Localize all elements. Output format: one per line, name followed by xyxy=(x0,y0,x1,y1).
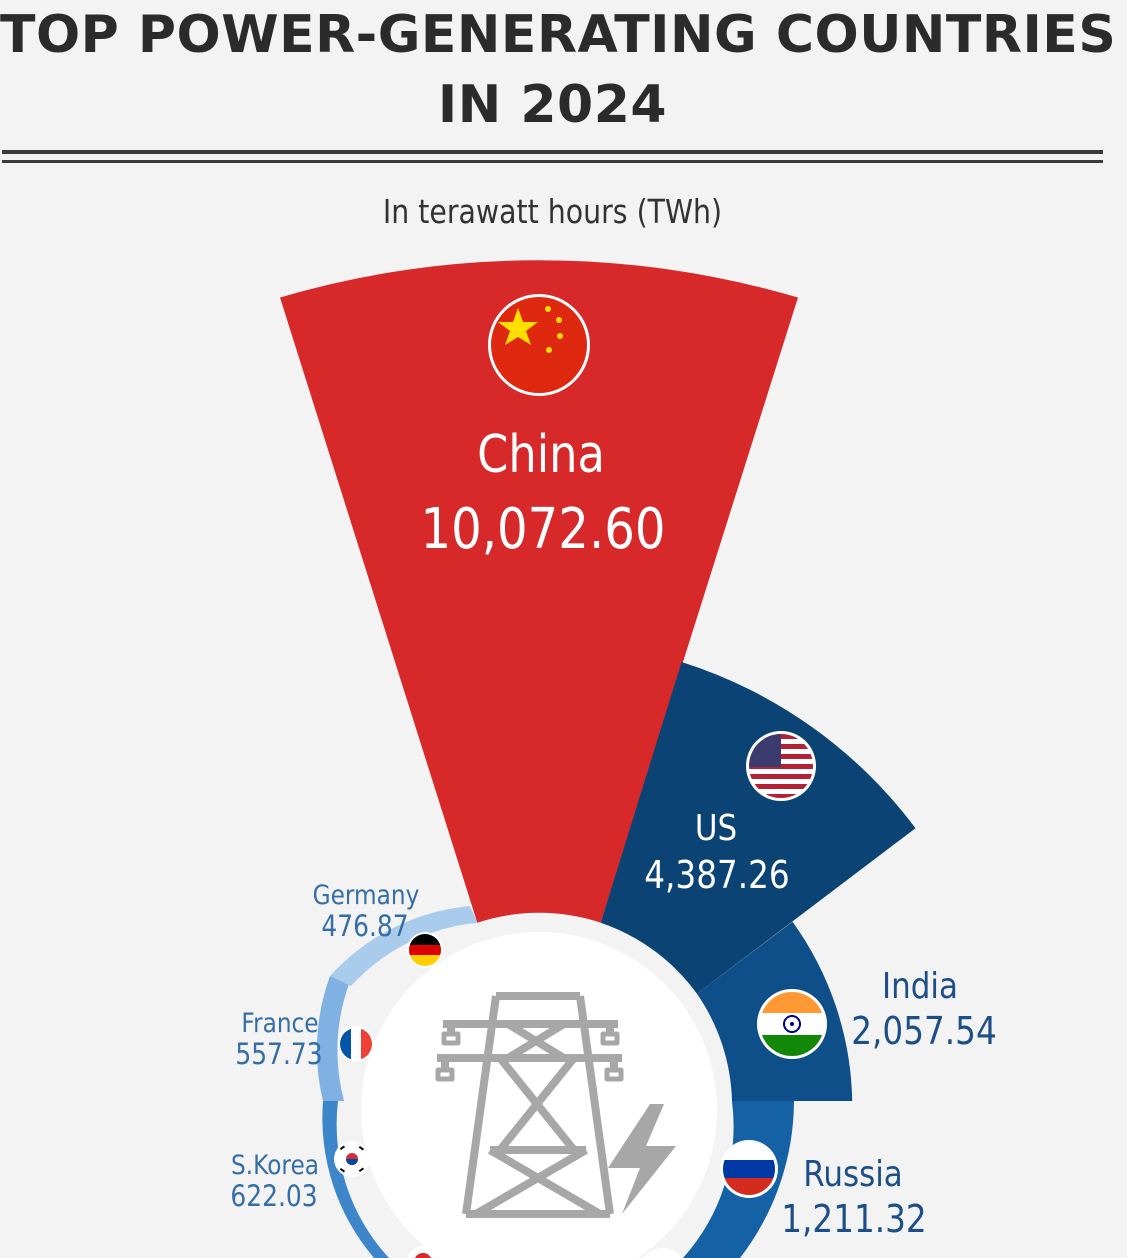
china-flag-icon xyxy=(488,294,590,396)
label-name-france: France xyxy=(241,1007,318,1038)
transmission-tower-icon xyxy=(435,992,624,1218)
partial-flag-icon-left xyxy=(407,1246,439,1258)
russia-flag-icon xyxy=(720,1140,778,1198)
lightning-bolt-icon xyxy=(608,1104,676,1214)
center-circle xyxy=(361,932,717,1258)
label-value-germany: 476.87 xyxy=(321,910,408,943)
sector-germany xyxy=(330,906,478,986)
label-name-china: China xyxy=(477,425,605,485)
label-value-india: 2,057.54 xyxy=(851,1010,996,1054)
label-name-india: India xyxy=(882,965,958,1007)
partial-flag-icon-left-inner xyxy=(414,1253,432,1258)
label-value-china: 10,072.60 xyxy=(420,498,665,562)
label-name-korea: S.Korea xyxy=(231,1149,319,1180)
label-name-germany: Germany xyxy=(313,879,420,910)
label-name-russia: Russia xyxy=(803,1153,903,1195)
germany-flag-icon xyxy=(407,932,443,968)
label-name-us: US xyxy=(695,807,737,849)
france-flag-icon xyxy=(338,1026,374,1062)
label-value-us: 4,387.26 xyxy=(644,854,789,898)
sector-us xyxy=(600,662,916,994)
title-rule-bottom xyxy=(2,160,1103,163)
title-line-1: TOP POWER-GENERATING COUNTRIES xyxy=(0,5,1117,65)
south-korea-flag-icon xyxy=(334,1141,370,1177)
sector-china xyxy=(280,260,798,923)
label-value-korea: 622.03 xyxy=(230,1180,317,1213)
page-title: TOP POWER-GENERATING COUNTRIES IN 2024 xyxy=(0,0,1117,140)
india-flag-icon xyxy=(757,989,827,1059)
chart-subtitle: In terawatt hours (TWh) xyxy=(382,192,723,231)
title-line-2: IN 2024 xyxy=(437,75,668,135)
partial-flag-icon-right xyxy=(643,1248,683,1258)
label-value-russia: 1,211.32 xyxy=(781,1198,926,1242)
label-value-france: 557.73 xyxy=(235,1038,322,1071)
sector-france xyxy=(316,976,349,1101)
us-flag-icon xyxy=(746,731,816,801)
sector-korea xyxy=(322,1101,389,1258)
title-rule-top xyxy=(2,150,1103,154)
